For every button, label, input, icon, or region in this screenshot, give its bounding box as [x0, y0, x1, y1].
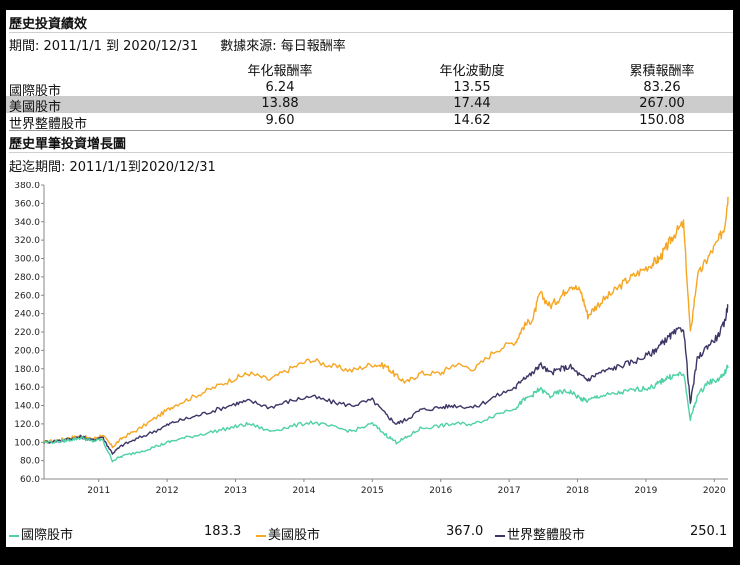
table-row: 世界整體股市 9.60 14.62 150.08 [6, 113, 733, 132]
legend-value-us: 367.0 [446, 524, 484, 539]
y-tick-label: 220.0 [14, 328, 40, 338]
legend-swatch-icon [9, 534, 19, 537]
y-tick-label: 260.0 [14, 291, 40, 301]
legend-item-international: 國際股市 [9, 524, 73, 543]
x-tick-label: 2013 [224, 486, 247, 496]
x-tick-label: 2020 [703, 486, 726, 496]
cell-volatility: 17.44 [453, 96, 491, 111]
series-line-international [43, 364, 729, 463]
growth-period-label: 起迄期間: 2011/1/1到2020/12/31 [9, 160, 216, 175]
y-tick-label: 280.0 [14, 273, 40, 283]
report-panel: 歷史投資績效 期間: 2011/1/1 到 2020/12/31 數據來源: 每… [6, 10, 733, 547]
y-tick-label: 300.0 [14, 255, 40, 265]
x-tick-label: 2018 [566, 486, 589, 496]
col-header-volatility: 年化波動度 [439, 64, 505, 79]
cell-cumulative: 150.08 [639, 113, 685, 128]
growth-title: 歷史單筆投資增長圖 [9, 137, 127, 152]
growth-chart: 60.0 80.0 100.0 120.0 140.0 160.0 180.0 200.0 22… [14, 182, 729, 496]
table-row: 美國股市 13.88 17.44 267.00 [6, 96, 733, 115]
y-tick-label: 340.0 [14, 218, 40, 228]
divider [9, 130, 733, 131]
cell-annual-return: 9.60 [265, 113, 295, 128]
cell-annual-return: 13.88 [261, 96, 299, 111]
y-tick-label: 120.0 [14, 420, 40, 430]
x-tick-label: 2012 [156, 486, 179, 496]
legend-value-international: 183.3 [204, 524, 242, 539]
legend-swatch-icon [495, 534, 505, 537]
performance-title: 歷史投資績效 [9, 17, 88, 32]
legend-swatch-icon [256, 534, 266, 537]
y-tick-label: 200.0 [14, 346, 40, 356]
x-tick-label: 2017 [498, 486, 521, 496]
y-tick-label: 140.0 [14, 402, 40, 412]
legend-item-world: 世界整體股市 [495, 524, 585, 543]
period-label: 期間: 2011/1/1 到 2020/12/31 [9, 39, 199, 54]
divider [9, 152, 733, 153]
y-tick-label: 180.0 [14, 365, 40, 375]
row-name: 世界整體股市 [9, 117, 88, 132]
y-tick-label: 380.0 [14, 182, 40, 191]
chart-legend: 國際股市 183.3 美國股市 367.0 世界整體股市 250.1 [6, 522, 733, 543]
y-tick-label: 60.0 [20, 475, 40, 485]
legend-label: 國際股市 [21, 528, 74, 543]
divider [9, 32, 733, 33]
row-name: 國際股市 [9, 84, 62, 99]
legend-value-world: 250.1 [690, 524, 728, 539]
y-tick-label: 320.0 [14, 236, 40, 246]
col-header-annual-return: 年化報酬率 [247, 64, 313, 79]
y-tick-label: 360.0 [14, 199, 40, 209]
col-header-cumulative: 累積報酬率 [629, 64, 695, 79]
cell-cumulative: 267.00 [639, 96, 685, 111]
cell-volatility: 13.55 [453, 80, 491, 95]
y-tick-label: 160.0 [14, 383, 40, 393]
legend-label: 世界整體股市 [507, 528, 586, 543]
x-tick-label: 2016 [429, 486, 452, 496]
y-tick-label: 80.0 [20, 457, 40, 467]
x-tick-label: 2014 [292, 486, 315, 496]
y-tick-label: 100.0 [14, 438, 40, 448]
legend-label: 美國股市 [268, 528, 321, 543]
table-row: 國際股市 6.24 13.55 83.26 [6, 80, 733, 99]
x-tick-label: 2015 [361, 486, 384, 496]
performance-meta: 期間: 2011/1/1 到 2020/12/31 數據來源: 每日報酬率 [9, 35, 364, 54]
row-name: 美國股市 [9, 100, 62, 115]
cell-volatility: 14.62 [453, 113, 491, 128]
source-label: 數據來源: 每日報酬率 [220, 39, 346, 54]
cell-annual-return: 6.24 [265, 80, 295, 95]
cell-cumulative: 83.26 [643, 80, 681, 95]
legend-item-us: 美國股市 [256, 524, 320, 543]
x-tick-label: 2011 [87, 486, 110, 496]
y-tick-label: 240.0 [14, 310, 40, 320]
x-tick-label: 2019 [634, 486, 657, 496]
series-line-us [43, 196, 729, 449]
series-line-world [43, 303, 729, 455]
table-header: 年化報酬率 年化波動度 累積報酬率 [6, 60, 733, 79]
